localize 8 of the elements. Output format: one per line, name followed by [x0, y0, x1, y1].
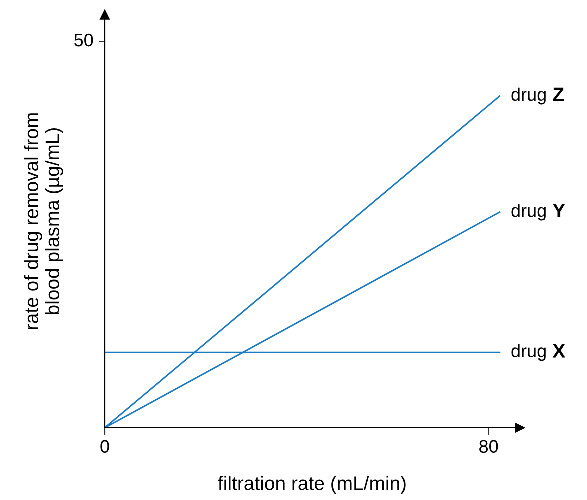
series-label: drug X	[512, 344, 566, 362]
x-tick-label: 80	[480, 440, 498, 454]
series-label: drug Y	[512, 204, 566, 221]
x-axis-title: filtration rate (mL/min)	[218, 476, 406, 494]
series-label: drug Z	[512, 88, 564, 105]
text: 50	[74, 34, 94, 47]
y-axis-title: rate of drug removal from blood plasma (µg/mL)	[24, 114, 64, 330]
x-tick-label: 0	[100, 440, 110, 454]
